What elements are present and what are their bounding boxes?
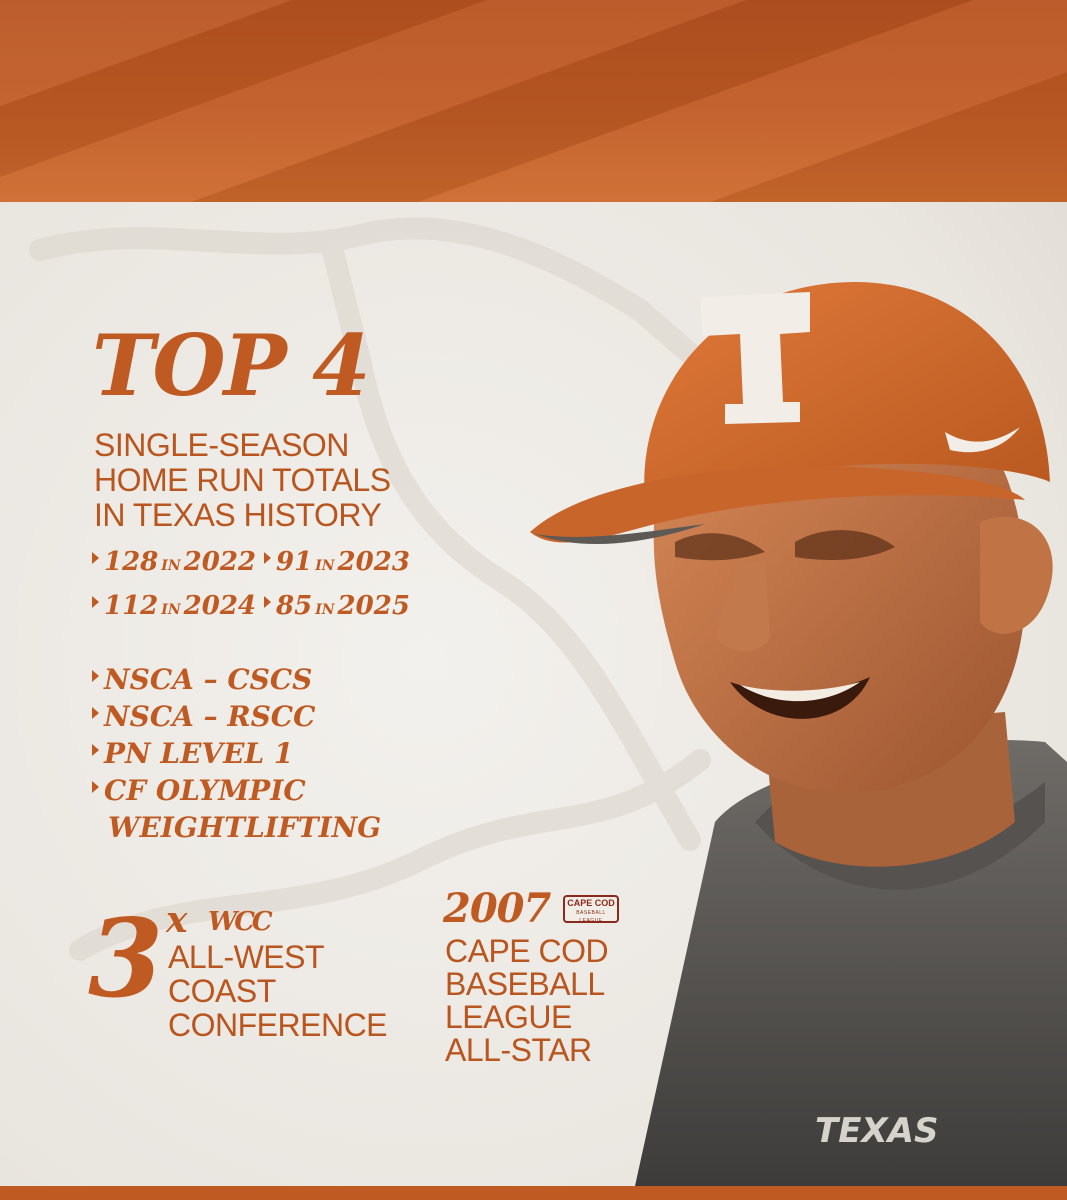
triangle-bullet-icon xyxy=(264,596,271,608)
wcc-honor: ALL-WEST COAST CONFERENCE xyxy=(168,939,388,1043)
triangle-bullet-icon xyxy=(92,781,99,793)
certification-item: NSCA – RSCC xyxy=(92,698,432,735)
subtitle-line: IN TEXAS HISTORY xyxy=(94,497,382,533)
shirt-text: TEXAS xyxy=(815,1111,938,1151)
cape-cod-honor: CAPE COD BASEBALL LEAGUE ALL-STAR xyxy=(445,933,609,1068)
cape-cod-line: BASEBALL xyxy=(445,966,605,1002)
home-run-count: 91 xyxy=(276,547,313,577)
home-run-connector: IN xyxy=(315,558,335,574)
wcc-logo: WCC xyxy=(208,907,273,937)
ear xyxy=(980,516,1053,634)
subtitle-line: SINGLE-SEASON xyxy=(94,427,349,463)
cap-brim xyxy=(530,466,1025,543)
home-run-year: 2024 xyxy=(183,591,257,621)
wcc-count: 3 xyxy=(88,896,164,1022)
wcc-multiplier: x xyxy=(166,899,188,941)
home-run-connector: IN xyxy=(161,602,181,618)
certification-list: NSCA – CSCS NSCA – RSCC PN LEVEL 1 CF OL… xyxy=(92,661,432,846)
home-run-count: 85 xyxy=(276,591,313,621)
texas-outline-decoration xyxy=(29,217,731,961)
home-run-year: 2023 xyxy=(337,547,410,577)
coach-portrait: T TEXAS xyxy=(530,282,1067,1186)
home-run-count: 128 xyxy=(104,547,159,577)
hood-collar xyxy=(755,782,1045,890)
cape-cod-logo-top: CAPE COD xyxy=(567,898,615,908)
home-run-totals: 128 IN 2022 91 IN 2023 112 IN 2024 85 IN 2025 xyxy=(92,545,422,627)
triangle-bullet-icon xyxy=(92,552,99,564)
headline-subtitle: SINGLE-SEASON HOME RUN TOTALS IN TEXAS H… xyxy=(94,428,434,533)
bottom-bar xyxy=(0,1186,1067,1200)
cape-cod-logo-bottom: BASEBALL LEAGUE xyxy=(576,910,606,924)
certification-label: CF OLYMPIC xyxy=(104,774,306,807)
home-run-year: 2022 xyxy=(183,547,257,577)
triangle-bullet-icon xyxy=(264,552,271,564)
certification-item-continued: WEIGHTLIFTING xyxy=(108,811,382,844)
headline-title: TOP 4 xyxy=(92,316,371,415)
home-run-count: 112 xyxy=(104,591,159,621)
triangle-bullet-icon xyxy=(92,596,99,608)
wcc-line: CONFERENCE xyxy=(168,1007,388,1043)
home-run-connector: IN xyxy=(161,558,181,574)
certification-label: NSCA – RSCC xyxy=(104,700,316,733)
home-run-item: 91 IN 2023 xyxy=(264,545,422,583)
cap-letter: T xyxy=(755,371,756,373)
triangle-bullet-icon xyxy=(92,744,99,756)
cape-cod-line: CAPE COD xyxy=(445,933,609,969)
cape-cod-year: 2007 xyxy=(443,885,551,932)
cap-brim-under xyxy=(535,524,705,545)
top-banner xyxy=(0,0,1067,202)
certification-item: PN LEVEL 1 xyxy=(92,735,432,772)
home-run-connector: IN xyxy=(315,602,335,618)
teeth xyxy=(740,682,860,702)
home-run-year: 2025 xyxy=(337,591,410,621)
home-run-item: 112 IN 2024 xyxy=(92,589,264,627)
certification-item: NSCA – CSCS xyxy=(92,661,432,698)
nose xyxy=(717,562,770,652)
swoosh-icon xyxy=(945,427,1020,453)
wcc-line: ALL-WEST xyxy=(168,939,325,975)
cape-cod-line: ALL-STAR xyxy=(445,1032,592,1068)
cape-cod-line: LEAGUE xyxy=(445,999,572,1035)
certification-label: NSCA – CSCS xyxy=(104,663,313,696)
home-run-item: 85 IN 2025 xyxy=(264,589,422,627)
longhorn-t-icon: T xyxy=(700,292,810,424)
certification-label: PN LEVEL 1 xyxy=(104,737,294,770)
certification-item: CF OLYMPIC xyxy=(92,772,432,809)
eye-shadow-left xyxy=(675,533,765,561)
cape-cod-logo: CAPE COD BASEBALL LEAGUE xyxy=(563,895,619,924)
home-run-item: 128 IN 2022 xyxy=(92,545,264,583)
wcc-line: COAST xyxy=(168,973,276,1009)
eye-shadow-right xyxy=(795,530,895,560)
subtitle-line: HOME RUN TOTALS xyxy=(94,462,391,498)
triangle-bullet-icon xyxy=(92,670,99,682)
triangle-bullet-icon xyxy=(92,707,99,719)
